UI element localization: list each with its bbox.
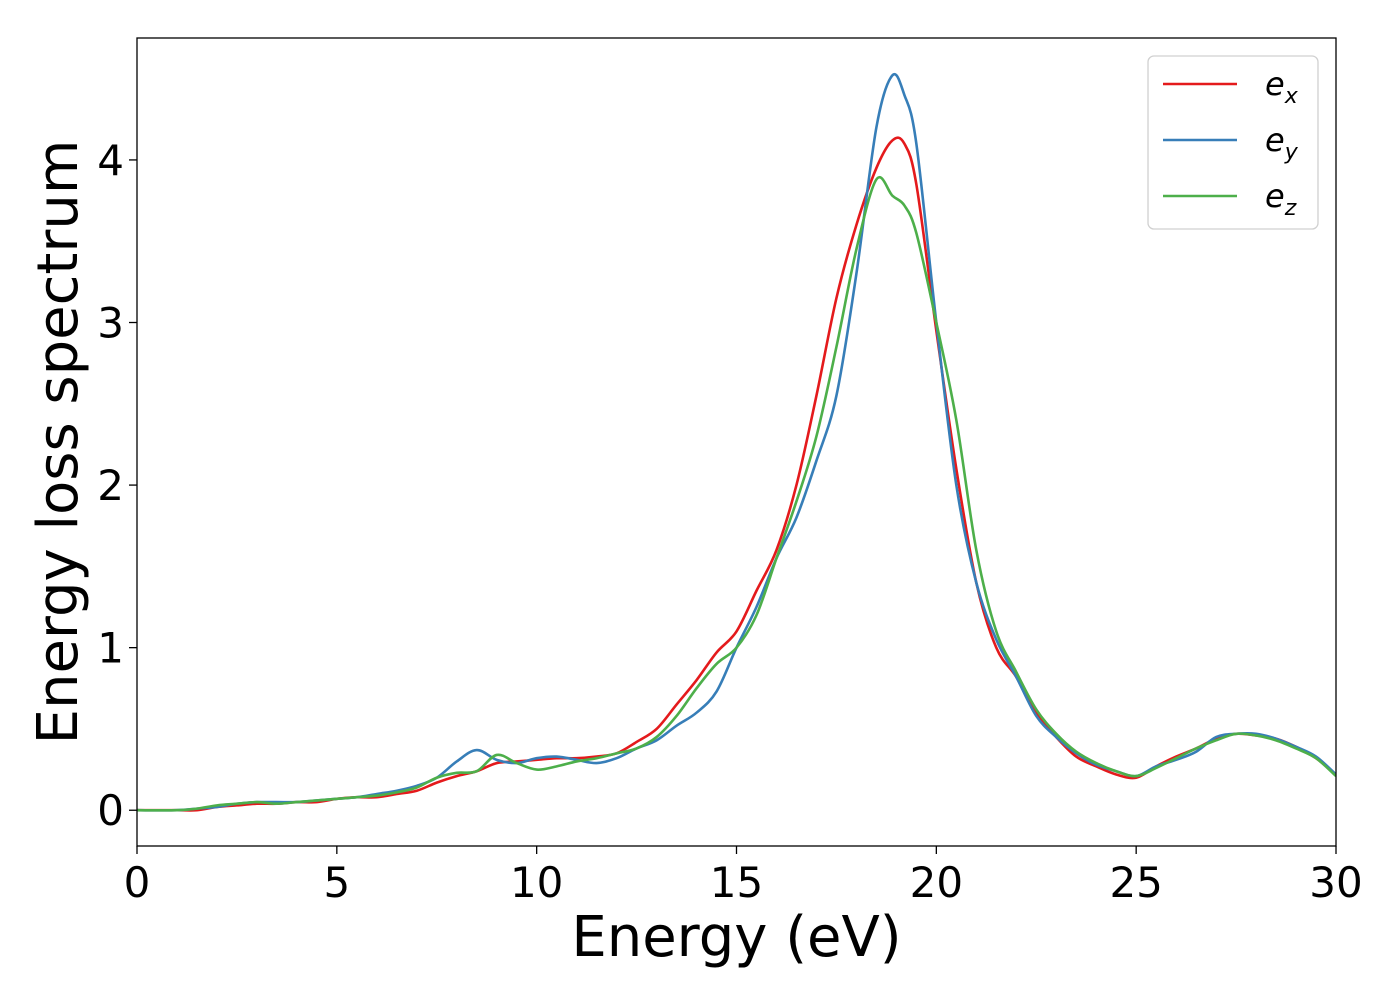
- y-axis: 0 1 2 3 4: [97, 136, 137, 835]
- legend: ex ey ez: [1147, 55, 1319, 230]
- legend-label-x: ex: [1265, 65, 1299, 109]
- y-tick-label: 2: [97, 461, 124, 510]
- legend-label-y: ey: [1265, 121, 1299, 165]
- x-tick-label: 15: [710, 858, 763, 907]
- legend-label-z: ez: [1265, 177, 1297, 221]
- x-axis: 0 5 10 15 20 25 30: [124, 846, 1363, 907]
- y-tick-label: 0: [97, 786, 124, 835]
- x-tick-label: 25: [1109, 858, 1162, 907]
- x-tick-label: 0: [124, 858, 151, 907]
- y-tick-label: 3: [97, 299, 124, 348]
- x-axis-title: Energy (eV): [571, 905, 901, 970]
- y-tick-label: 1: [97, 624, 124, 673]
- x-tick-label: 10: [510, 858, 563, 907]
- x-tick-label: 30: [1309, 858, 1362, 907]
- x-tick-label: 5: [323, 858, 350, 907]
- series-layer: [137, 72, 1336, 812]
- legend-box: [1147, 55, 1319, 230]
- series-line-z: [137, 176, 1336, 812]
- x-tick-label: 20: [910, 858, 963, 907]
- y-tick-label: 4: [97, 136, 124, 185]
- y-axis-title: Energy loss spectrum: [26, 140, 91, 745]
